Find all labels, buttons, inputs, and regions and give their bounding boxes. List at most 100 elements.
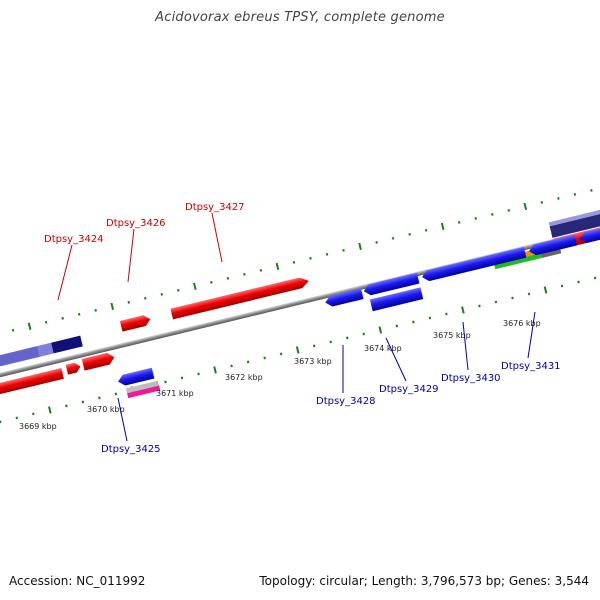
minor-tick: [362, 332, 366, 336]
minor-tick: [540, 200, 544, 204]
gene-bar[interactable]: [494, 253, 542, 270]
gene-arrow-reverse[interactable]: [117, 367, 155, 387]
gene-arrow-forward[interactable]: [0, 368, 64, 396]
scale-label: 3676 kbp: [503, 319, 541, 328]
minor-tick: [325, 252, 329, 256]
scale-label: 3673 kbp: [294, 357, 332, 366]
minor-tick: [457, 220, 461, 224]
minor-tick: [590, 189, 593, 192]
gene-label[interactable]: Dtpsy_3426: [106, 218, 166, 229]
gene-arrow-forward[interactable]: [65, 362, 82, 375]
scale-label: 3671 kbp: [156, 389, 194, 398]
major-tick: [193, 282, 197, 290]
major-tick: [110, 302, 115, 310]
gene-arrow-reverse[interactable]: [421, 246, 527, 283]
minor-tick: [164, 380, 167, 384]
major-tick: [295, 346, 300, 354]
leader-line: [211, 212, 223, 263]
gene-bar[interactable]: [548, 209, 600, 227]
minor-tick: [408, 232, 411, 236]
gene-bar[interactable]: [549, 213, 600, 238]
gene-arrow-forward[interactable]: [119, 314, 152, 332]
gene-label[interactable]: Dtpsy_3430: [441, 373, 501, 384]
minor-tick: [65, 404, 68, 408]
genome-backbone: [0, 194, 600, 411]
minor-tick: [177, 288, 180, 292]
major-tick: [523, 202, 528, 211]
minor-tick: [593, 276, 597, 280]
minor-tick: [263, 356, 266, 360]
major-tick: [378, 326, 383, 334]
minor-tick: [557, 196, 560, 200]
minor-tick: [197, 372, 200, 376]
minor-tick: [243, 272, 246, 276]
gene-bar[interactable]: [51, 335, 83, 354]
lower-tick-row: [0, 276, 597, 424]
minor-tick: [44, 320, 48, 324]
minor-tick: [11, 328, 15, 332]
scale-label: 3672 kbp: [225, 373, 263, 382]
gene-arrow-forward[interactable]: [81, 351, 116, 371]
minor-tick: [491, 212, 494, 216]
minor-tick: [424, 228, 428, 232]
gene-bar[interactable]: [125, 380, 160, 394]
minor-tick: [0, 420, 2, 424]
minor-tick: [114, 392, 118, 396]
gene-arrow-reverse[interactable]: [362, 272, 420, 297]
gene-arrow-reverse[interactable]: [528, 234, 577, 257]
gene-arrow-reverse[interactable]: [578, 227, 600, 245]
minor-tick: [292, 260, 296, 264]
scale-label: 3670 kbp: [87, 405, 125, 414]
gene-label[interactable]: Dtpsy_3427: [185, 202, 245, 213]
minor-tick: [507, 208, 511, 212]
minor-tick: [511, 296, 514, 300]
minor-tick: [94, 308, 97, 312]
accession-text: Accession: NC_011992: [9, 574, 146, 588]
minor-tick: [391, 236, 395, 240]
gene-arrow-forward[interactable]: [170, 276, 310, 320]
minor-tick: [395, 324, 399, 328]
scale-label: 3675 kbp: [433, 331, 471, 340]
minor-tick: [494, 300, 498, 304]
gene-arrow-reverse[interactable]: [324, 288, 364, 308]
leader-line: [57, 244, 73, 301]
minor-tick: [77, 312, 81, 316]
gene-label[interactable]: Dtpsy_3425: [101, 444, 161, 455]
leader-line: [462, 321, 469, 371]
minor-tick: [474, 216, 477, 220]
minor-tick: [226, 276, 230, 280]
minor-tick: [61, 316, 64, 320]
upper-tick-row: [11, 189, 593, 332]
minor-tick: [127, 300, 131, 304]
minor-tick: [309, 256, 312, 260]
major-tick: [358, 242, 362, 251]
gene-label[interactable]: Dtpsy_3429: [379, 384, 439, 395]
major-tick: [543, 286, 548, 294]
gene-bar[interactable]: [37, 342, 54, 357]
minor-tick: [180, 376, 184, 380]
minor-tick: [428, 316, 432, 320]
major-tick: [275, 262, 280, 270]
minor-tick: [342, 248, 345, 252]
scale-label: 3674 kbp: [364, 344, 402, 353]
minor-tick: [329, 340, 332, 344]
scale-labels: 3669 kbp 3670 kbp 3671 kbp 3672 kbp 3673 kbp…: [19, 319, 541, 431]
minor-tick: [445, 312, 448, 316]
minor-tick: [577, 280, 580, 284]
map-title: Acidovorax ebreus TPSY, complete genome: [155, 10, 445, 25]
minor-tick: [160, 292, 164, 296]
minor-tick: [144, 296, 147, 300]
gene-bar[interactable]: [127, 385, 161, 399]
gene-label[interactable]: Dtpsy_3431: [501, 361, 561, 372]
major-tick: [27, 322, 32, 330]
gene-bar[interactable]: [0, 346, 41, 370]
scale-label: 3669 kbp: [19, 422, 57, 431]
minor-tick: [527, 292, 531, 296]
gene-label[interactable]: Dtpsy_3428: [316, 396, 376, 407]
minor-tick: [375, 240, 378, 244]
gene-bar[interactable]: [369, 287, 424, 312]
gene-label[interactable]: Dtpsy_3424: [44, 234, 104, 245]
topology-text: Topology: circular; Length: 3,796,573 bp…: [259, 574, 589, 588]
